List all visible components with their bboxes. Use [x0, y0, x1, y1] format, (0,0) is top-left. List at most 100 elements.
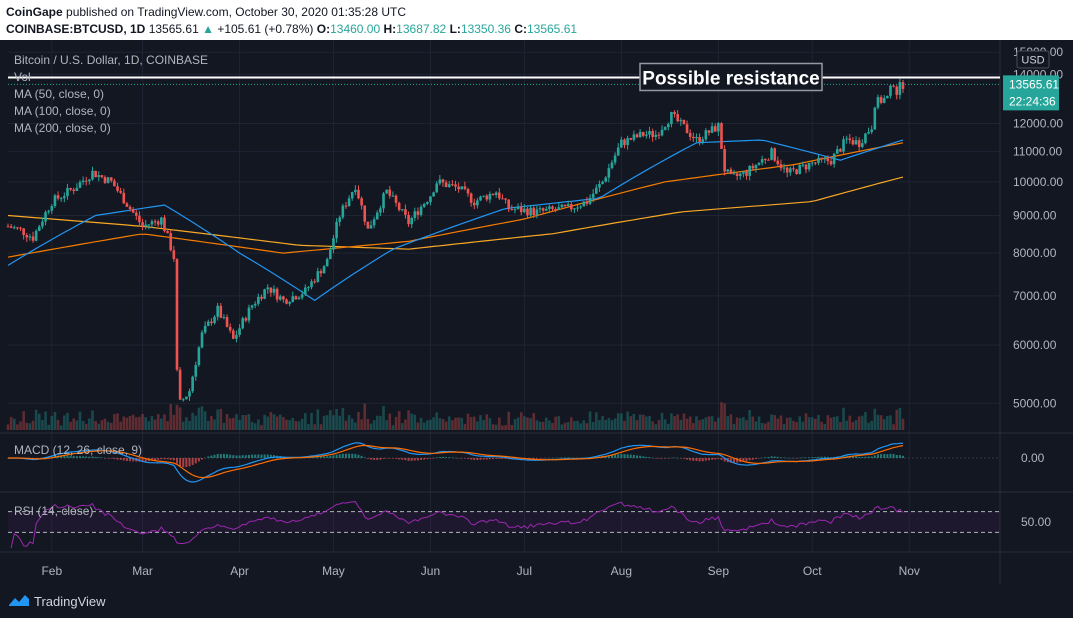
candle-body [131, 209, 135, 213]
candle-body [172, 250, 176, 260]
candle-body [432, 192, 435, 197]
volume-bar [676, 414, 679, 430]
volume-bar [576, 420, 579, 430]
candle-body [501, 198, 504, 200]
volume-bar [632, 414, 636, 430]
chart-area[interactable]: Possible resistance 15000.0014000.001200… [0, 40, 1073, 584]
volume-bar [466, 413, 470, 430]
candle-body [569, 204, 573, 210]
candle-body [282, 296, 285, 300]
legend-rsi[interactable]: RSI (14, close) [14, 504, 94, 518]
candle-body [638, 131, 642, 138]
macd-histogram-bar [729, 458, 732, 463]
candle-body [895, 86, 899, 95]
candle-body [144, 224, 147, 227]
time-axis[interactable]: Feb Mar Apr May Jun Jul Aug Sep Oct Nov [41, 564, 919, 578]
candle-body [416, 211, 420, 215]
macd-histogram-bar [163, 458, 166, 460]
volume-bar [419, 417, 423, 430]
candle-body [244, 318, 248, 321]
candle-body [250, 305, 254, 308]
macd-histogram-bar [150, 458, 153, 461]
volume-bar [463, 423, 467, 430]
volume-bar [432, 417, 435, 430]
volume-bar [59, 425, 63, 430]
candle-body [31, 236, 35, 241]
quote-line: COINBASE:BTCUSD, 1D 13565.61 ▲ +105.61 (… [6, 22, 577, 36]
candle-body [516, 206, 520, 210]
candle-body [119, 190, 122, 193]
volume-bar [275, 416, 279, 430]
volume-bar [379, 416, 382, 430]
last-price-label: 13565.61 [1009, 77, 1059, 91]
macd-histogram-bar [470, 458, 473, 460]
volume-bar [178, 407, 182, 430]
volume-bar [776, 418, 780, 430]
volume-bar [22, 411, 25, 430]
candle-body [573, 208, 576, 210]
volume-bar [516, 417, 520, 430]
volume-bar [507, 411, 510, 430]
candle-body [6, 226, 10, 228]
macd-histogram-bar [210, 455, 213, 458]
volume-bar [426, 420, 429, 430]
candle-body [541, 208, 545, 211]
macd-histogram-bar [783, 457, 786, 459]
macd-histogram-bar [175, 458, 178, 464]
macd-histogram-bar [263, 454, 266, 458]
volume-bar [554, 416, 557, 430]
volume-bar [491, 424, 495, 430]
volume-bar [701, 419, 705, 430]
candle-body [278, 296, 282, 300]
volume-bar [41, 419, 44, 430]
price-chart[interactable]: Possible resistance 15000.0014000.001200… [0, 40, 1073, 584]
volume-bar [510, 424, 514, 430]
macd-histogram-bar [382, 458, 385, 459]
legend-ma100[interactable]: MA (100, close, 0) [14, 104, 111, 118]
macd-histogram-bar [388, 458, 391, 459]
macd-histogram-bar [686, 458, 689, 460]
candle-body [160, 217, 163, 225]
price-tick-label: 9000.00 [1013, 208, 1057, 222]
candle-body [695, 136, 698, 139]
price-axis[interactable]: 15000.0014000.0012000.0011000.0010000.00… [1003, 45, 1063, 529]
macd-histogram-bar [329, 455, 332, 458]
legend-macd[interactable]: MACD (12, 26, close, 9) [14, 443, 143, 457]
legend-ma50[interactable]: MA (50, close, 0) [14, 87, 105, 101]
volume-bar [673, 415, 676, 430]
candle-body [16, 227, 19, 229]
candle-body [222, 317, 226, 319]
macd-histogram-bar [376, 458, 379, 460]
candle-body [710, 126, 714, 133]
macd-histogram-bar [639, 455, 642, 458]
candle-body [178, 369, 182, 400]
candle-body [598, 183, 601, 188]
macd-histogram-bar [498, 458, 501, 459]
volume-bar [688, 416, 692, 430]
macd-histogram-bar [426, 458, 429, 460]
macd-histogram-bar [247, 454, 250, 458]
macd-histogram-bar [488, 458, 491, 460]
volume-bar [344, 420, 348, 430]
volume-bar [210, 415, 213, 430]
candle-body [69, 187, 72, 190]
macd-histogram-bar [182, 458, 185, 468]
macd-histogram-bar [861, 457, 864, 458]
volume-bar [585, 423, 589, 430]
volume-bar [144, 417, 147, 430]
macd-histogram-bar [254, 454, 257, 458]
volume-bar [607, 417, 611, 430]
candle-body [347, 198, 351, 207]
volume-bar [660, 412, 664, 430]
candle-body [532, 207, 536, 216]
macd-histogram-bar [482, 458, 485, 460]
candle-body [698, 136, 701, 142]
volume-bar [106, 421, 110, 430]
candles[interactable] [6, 78, 905, 402]
macd-histogram-bar [704, 458, 707, 461]
macd-histogram-bar [216, 454, 219, 458]
legend-ma200[interactable]: MA (200, close, 0) [14, 121, 111, 135]
volume-bar [864, 412, 867, 430]
candle-body [523, 208, 526, 213]
volume-bar [717, 417, 720, 430]
